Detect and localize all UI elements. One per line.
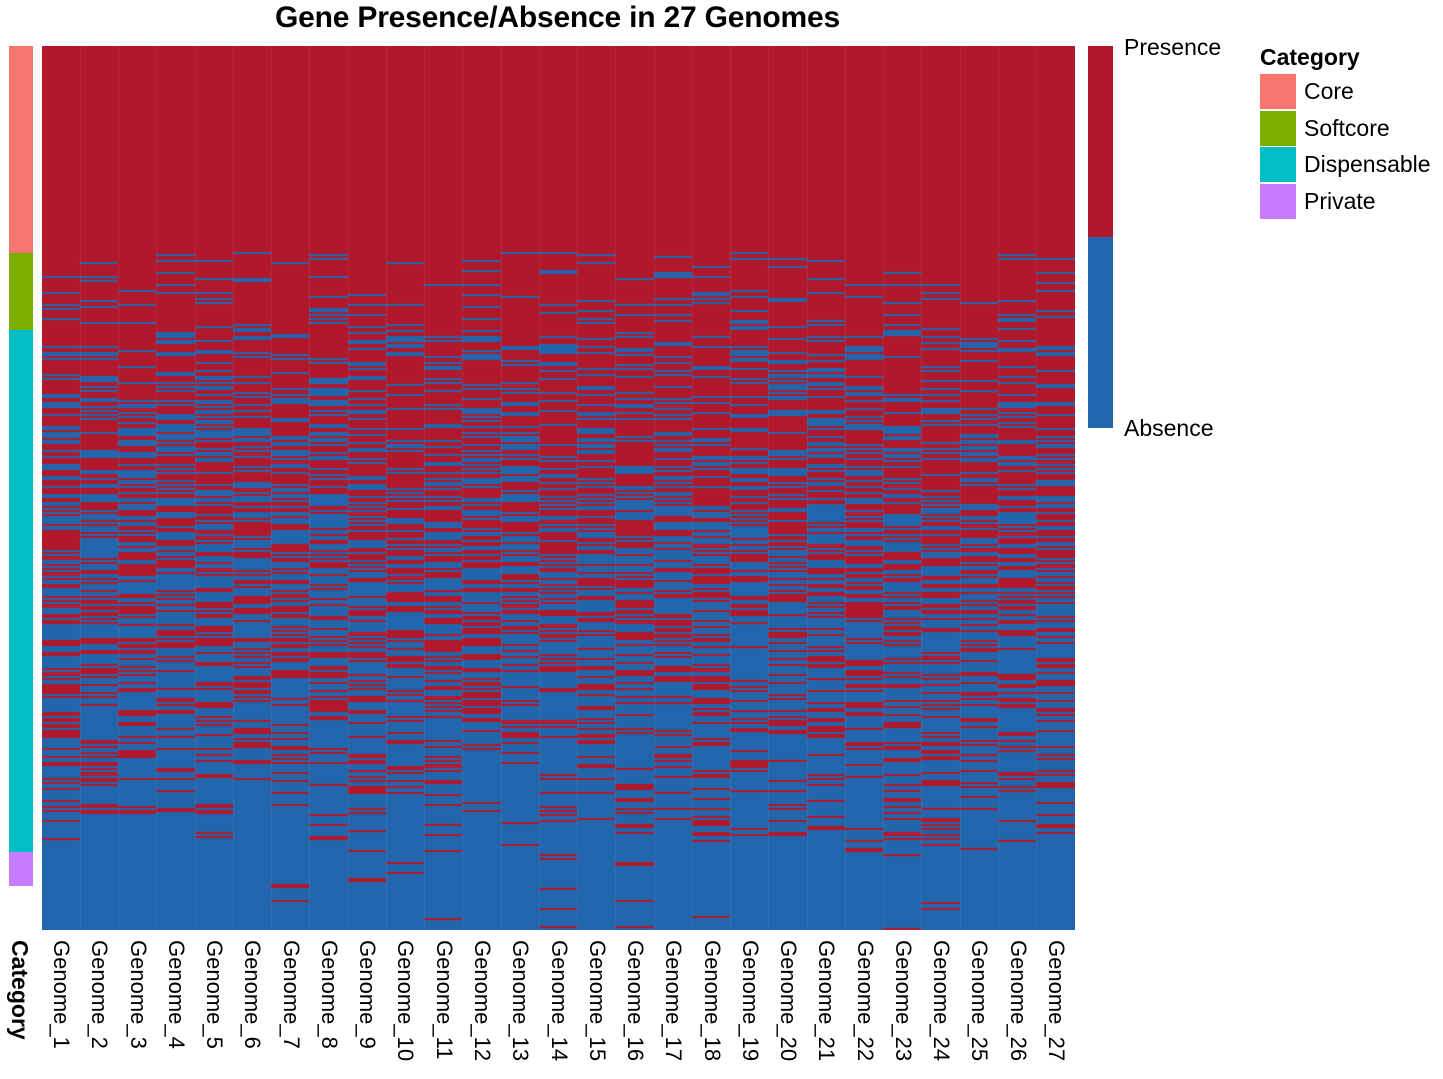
category-segment-core [9,46,33,253]
column-label: Genome_24 [929,940,954,1062]
column-label: Genome_23 [891,940,916,1062]
category-annotation-strip [9,46,33,930]
column-label: Genome_14 [547,940,572,1062]
legend-swatch-softcore [1260,110,1296,146]
column-label: Genome_26 [1006,940,1031,1062]
absence-swatch [1088,237,1113,428]
legend-swatch-private [1260,183,1296,219]
column-label: Genome_20 [776,940,801,1062]
legend-item-core: Core [1260,73,1360,110]
legend-item-private: Private [1260,183,1376,220]
legend-item-dispensable: Dispensable [1260,146,1431,183]
column-label: Genome_15 [585,940,610,1062]
legend-swatch-core [1260,74,1296,109]
category-legend-title: Category [1260,44,1360,70]
column-label: Genome_27 [1044,940,1069,1062]
column-label: Genome_3 [126,940,151,1049]
column-label: Genome_2 [87,940,112,1049]
column-label: Genome_4 [164,940,189,1049]
legend-label-core: Core [1304,78,1354,104]
legend-item-softcore: Softcore [1260,110,1390,147]
column-label: Genome_18 [700,940,725,1062]
column-label: Genome_10 [393,940,418,1062]
column-label: Genome_21 [814,940,839,1062]
category-segment-private [9,852,33,886]
column-label: Genome_5 [202,940,227,1049]
category-legend: Category Core Softcore Dispensable Private [1260,42,1431,220]
category-strip-label: Category [7,940,33,1040]
presence-swatch [1088,46,1113,237]
category-segment-softcore [9,253,33,330]
column-label: Genome_25 [967,940,992,1062]
column-label: Genome_13 [508,940,533,1062]
column-label: Genome_7 [279,940,304,1049]
chart-title: Gene Presence/Absence in 27 Genomes [275,1,840,34]
column-label: Genome_1 [49,940,74,1049]
absence-label: Absence [1124,415,1214,441]
legend-label-softcore: Softcore [1304,114,1390,141]
column-label: Genome_16 [623,940,648,1062]
column-label: Genome_17 [661,940,686,1062]
column-label: Genome_9 [355,940,380,1049]
column-label: Genome_12 [470,940,495,1062]
category-segment-dispensable [9,330,33,852]
column-label: Genome_6 [240,940,265,1049]
presence-absence-legend [1088,46,1113,428]
heatmap-grid [42,46,1075,930]
legend-label-dispensable: Dispensable [1304,151,1431,177]
legend-label-private: Private [1304,187,1376,214]
column-label: Genome_19 [738,940,763,1062]
legend-swatch-dispensable [1260,147,1296,182]
column-label: Genome_8 [317,940,342,1049]
column-label: Genome_11 [432,940,457,1060]
column-label: Genome_22 [853,940,878,1062]
presence-label: Presence [1124,34,1222,60]
